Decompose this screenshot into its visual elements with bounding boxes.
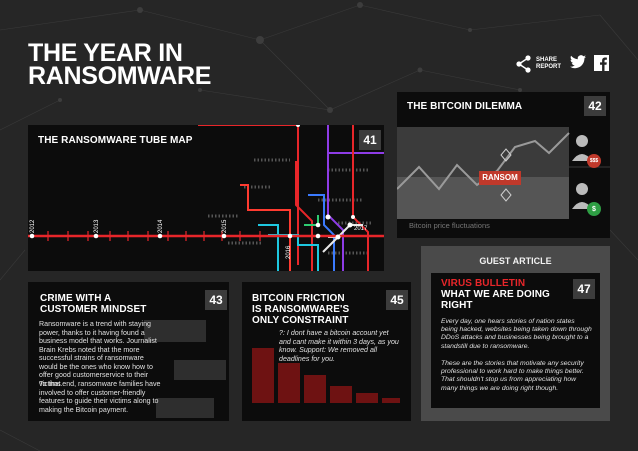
- guest-page-number: 47: [573, 279, 595, 299]
- crime-paragraph-2: To that end, ransomware families have in…: [39, 380, 161, 414]
- year-label-2015: 2015: [222, 219, 228, 233]
- share-label: SHARE REPORT: [536, 57, 562, 71]
- tube-map-title: THE RANSOMWARE TUBE MAP: [38, 135, 193, 146]
- guest-title-line-2: WHAT WE ARE DOING: [441, 289, 550, 300]
- crime-page-number: 43: [205, 290, 227, 310]
- decor-block: [156, 398, 214, 418]
- card-bitcoin-friction[interactable]: BITCOIN FRICTION IS RANSOMWARE'S ONLY CO…: [242, 282, 411, 421]
- friction-title: BITCOIN FRICTION IS RANSOMWARE'S ONLY CO…: [252, 293, 349, 326]
- share-label-line-1: SHARE: [536, 57, 558, 63]
- page-title-line-1: THE YEAR IN: [28, 39, 183, 67]
- year-label-2013: 2013: [94, 219, 100, 233]
- friction-page-number: 45: [386, 290, 408, 310]
- share-icon: [516, 55, 531, 73]
- year-label-2016: 2016: [286, 245, 292, 259]
- friction-title-line-2: IS RANSOMWARE'S: [252, 304, 350, 315]
- crime-title-line-2: CUSTOMER MINDSET: [40, 304, 147, 315]
- twitter-icon[interactable]: [570, 55, 586, 69]
- card-crime-customer-mindset[interactable]: CRIME WITH A CUSTOMER MINDSET 43 Ransomw…: [28, 282, 229, 421]
- guest-title: VIRUS BULLETIN WHAT WE ARE DOING RIGHT: [441, 278, 550, 311]
- guest-paragraph-2: These are the stories that motivate any …: [441, 360, 584, 392]
- year-label-2014: 2014: [158, 219, 164, 233]
- decor-block: [144, 320, 206, 342]
- decor-block: [174, 360, 226, 380]
- dollar-badge-low: $: [592, 206, 596, 213]
- guest-article-section[interactable]: GUEST ARTICLE VIRUS BULLETIN WHAT WE ARE…: [421, 246, 610, 421]
- friction-title-line-1: BITCOIN FRICTION: [252, 293, 345, 304]
- page-title: THE YEAR IN RANSOMWARE: [28, 39, 212, 90]
- crime-paragraph-1: Ransomware is a trend with staying power…: [39, 320, 157, 388]
- bitcoin-price-graphic: [397, 127, 610, 219]
- guest-article-label: GUEST ARTICLE: [479, 256, 552, 266]
- card-bitcoin-dilemma[interactable]: THE BITCOIN DILEMMA 42 RANSOM $$$ $ Bitc…: [397, 92, 610, 238]
- bitcoin-dilemma-page-number: 42: [584, 96, 606, 116]
- crime-title-line-1: CRIME WITH A: [40, 293, 112, 304]
- tube-map-graphic: [28, 125, 384, 271]
- dollar-badge-high: $$$: [589, 158, 599, 164]
- share-report-button[interactable]: SHARE REPORT: [516, 55, 562, 73]
- card-virus-bulletin[interactable]: VIRUS BULLETIN WHAT WE ARE DOING RIGHT 4…: [431, 273, 600, 408]
- year-label-2012: 2012: [30, 219, 36, 233]
- ransom-badge: RANSOM: [482, 173, 518, 182]
- friction-quote: ?: I dont have a bitcoin account yet and…: [279, 329, 399, 363]
- card-tube-map[interactable]: THE RANSOMWARE TUBE MAP 41 2012 2013 201…: [28, 125, 384, 271]
- page-title-line-2: RANSOMWARE: [28, 62, 212, 90]
- bitcoin-price-caption: Bitcoin price fluctuations: [409, 221, 490, 230]
- tube-map-page-number: 41: [359, 130, 381, 150]
- bitcoin-dilemma-title: THE BITCOIN DILEMMA: [407, 101, 523, 112]
- friction-decor-bars: [252, 348, 400, 403]
- year-label-2017: 2017: [354, 226, 368, 232]
- facebook-icon[interactable]: [594, 55, 609, 71]
- guest-title-red: VIRUS BULLETIN: [441, 278, 526, 289]
- friction-title-line-3: ONLY CONSTRAINT: [252, 315, 349, 326]
- crime-title: CRIME WITH A CUSTOMER MINDSET: [40, 293, 146, 315]
- guest-paragraph-1: Every day, one hears stories of nation s…: [441, 318, 592, 350]
- share-label-line-2: REPORT: [536, 64, 562, 70]
- guest-title-line-3: RIGHT: [441, 300, 473, 311]
